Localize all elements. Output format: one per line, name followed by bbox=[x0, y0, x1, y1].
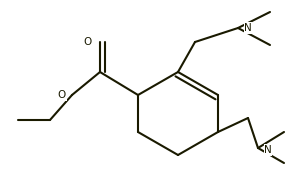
Text: N: N bbox=[244, 23, 252, 33]
Text: N: N bbox=[264, 145, 272, 155]
Text: O: O bbox=[58, 90, 66, 100]
Text: O: O bbox=[84, 37, 92, 47]
